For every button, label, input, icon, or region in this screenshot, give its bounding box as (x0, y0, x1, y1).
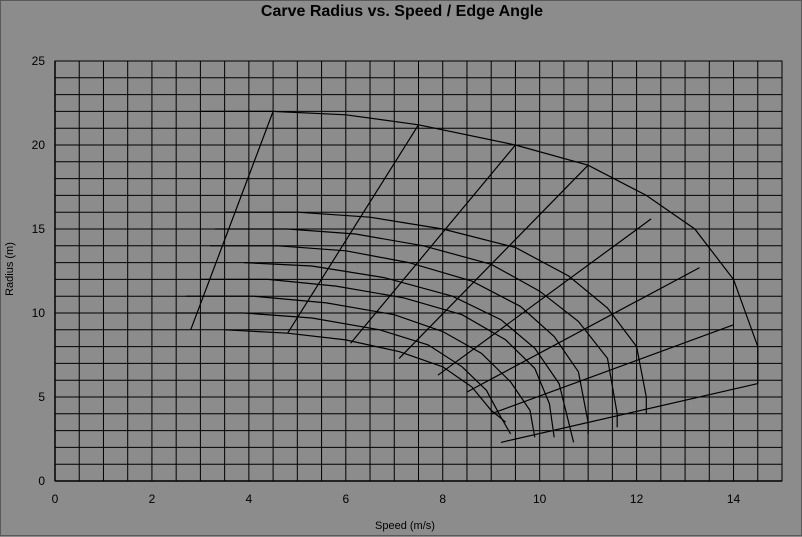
series-line-9 (224, 329, 507, 423)
y-tick-label: 10 (32, 306, 46, 320)
y-tick-label: 15 (32, 222, 46, 236)
series-line-3 (214, 228, 618, 428)
series-line-10 (190, 111, 274, 331)
series-line-17 (500, 383, 758, 443)
series-line-12 (350, 144, 516, 344)
series-line-13 (398, 164, 589, 359)
series-line-4 (210, 245, 589, 434)
series-line-11 (287, 124, 420, 334)
x-tick-label: 12 (630, 492, 644, 506)
x-tick-label: 6 (342, 492, 349, 506)
chart-title: Carve Radius vs. Speed / Edge Angle (260, 3, 544, 20)
x-tick-label: 2 (149, 492, 156, 506)
series-line-14 (437, 218, 652, 376)
series-line-7 (185, 295, 536, 438)
x-tick-label: 0 (52, 492, 59, 506)
y-tick-label: 25 (32, 54, 46, 68)
x-tick-label: 14 (727, 492, 741, 506)
x-tick-label: 8 (439, 492, 446, 506)
series-line-2 (224, 211, 647, 414)
x-tick-label: 4 (246, 492, 253, 506)
series-line-16 (490, 324, 734, 415)
series-line-8 (176, 312, 512, 435)
y-tick-label: 0 (38, 474, 45, 488)
y-tick-label: 20 (32, 138, 46, 152)
x-axis-label: Speed (m/s) (375, 520, 435, 532)
series-line-5 (243, 262, 575, 443)
y-tick-label: 5 (38, 390, 45, 404)
series-line-15 (466, 267, 700, 393)
series-line-6 (200, 278, 555, 438)
x-tick-label: 10 (533, 492, 547, 506)
